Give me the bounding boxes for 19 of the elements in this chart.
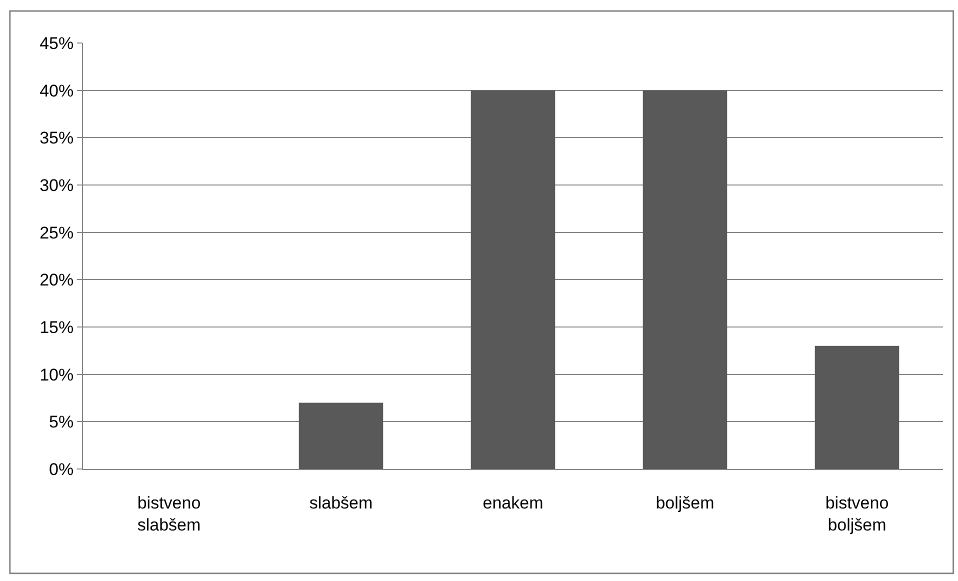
- x-tick-label: enakem: [482, 493, 544, 512]
- y-tick-label: 15%: [40, 318, 74, 337]
- y-tick-label: 20%: [40, 270, 74, 290]
- y-tick-label: 0%: [49, 460, 74, 479]
- x-tick-label: bistveno boljšem: [825, 493, 889, 534]
- bar: [642, 90, 728, 469]
- y-tick-label: 25%: [40, 223, 74, 242]
- y-tick-label: 40%: [40, 81, 74, 100]
- y-tick-label: 5%: [49, 412, 74, 432]
- x-tick-label: bistveno slabšem: [137, 493, 201, 534]
- y-tick-label: 30%: [40, 176, 74, 195]
- x-tick-label: boljšem: [656, 493, 714, 512]
- bar: [298, 402, 384, 469]
- bar: [470, 90, 556, 469]
- bar: [814, 346, 900, 469]
- y-tick-label: 45%: [40, 34, 74, 53]
- y-tick-label: 10%: [40, 365, 74, 384]
- x-tick-label: slabšem: [309, 493, 373, 512]
- y-tick-label: 35%: [40, 128, 74, 148]
